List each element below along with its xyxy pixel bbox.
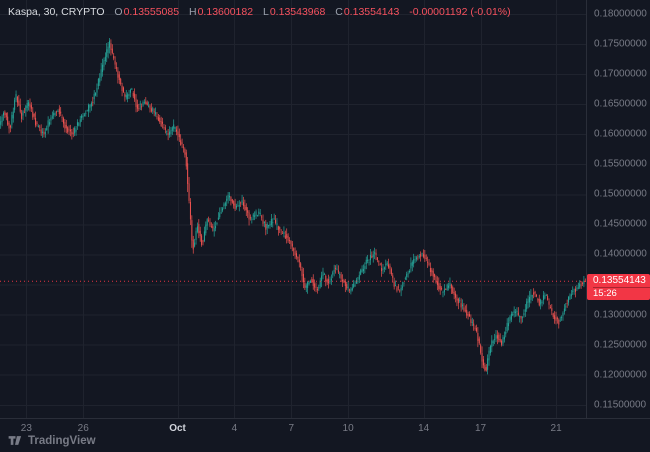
- price-tick-label: 0.15000000: [594, 188, 647, 200]
- time-tick-label: 14: [418, 423, 430, 434]
- price-tick-label: 0.14000000: [594, 248, 647, 260]
- candlestick-chart[interactable]: [0, 0, 586, 418]
- time-tick-label: 21: [550, 423, 562, 434]
- time-tick-label: 26: [77, 423, 89, 434]
- close-value: 0.13554143: [343, 6, 400, 18]
- price-axis[interactable]: 0.13554143 15:26 0.18000000 0.17500000 0.1…: [586, 0, 650, 418]
- change-value: -0.00001192 (-0.01%): [409, 6, 511, 18]
- low-label: L: [263, 6, 269, 18]
- last-price-value: 0.13554143: [593, 275, 646, 287]
- tradingview-logo-text: TradingView: [28, 434, 96, 447]
- low-value: 0.13543968: [269, 6, 326, 18]
- tradingview-logo[interactable]: TradingView: [8, 433, 96, 448]
- high-label: H: [189, 6, 197, 18]
- time-axis[interactable]: 23 26 Oct 4 7 10 14 17 21: [0, 418, 650, 436]
- last-price-tag: 0.13554143 15:26: [587, 274, 650, 301]
- candlestick-series: [0, 37, 586, 375]
- time-tick-label: 17: [474, 423, 487, 434]
- price-tick-label: 0.14500000: [594, 218, 647, 230]
- time-tick-label: Oct: [169, 423, 186, 434]
- open-value: 0.13555085: [123, 6, 180, 18]
- time-tick-label: 10: [342, 423, 354, 434]
- bar-countdown: 15:26: [593, 287, 650, 300]
- symbol-title[interactable]: Kaspa, 30, CRYPTO: [8, 6, 105, 18]
- price-tick-label: 0.12000000: [594, 369, 647, 381]
- price-tick-label: 0.11500000: [594, 399, 647, 411]
- price-tick-label: 0.17000000: [594, 68, 647, 80]
- time-tick-label: 4: [231, 423, 238, 434]
- high-value: 0.13600182: [197, 6, 254, 18]
- time-tick-label: 23: [20, 423, 32, 434]
- tradingview-icon: [8, 436, 22, 445]
- price-tick-label: 0.12500000: [594, 339, 647, 351]
- chart-legend: Kaspa, 30, CRYPTO O0.13555085 H0.1360018…: [8, 6, 511, 18]
- close-label: C: [335, 6, 343, 18]
- price-tick-label: 0.16500000: [594, 98, 647, 110]
- price-tick-label: 0.18000000: [594, 8, 647, 20]
- grid: [0, 0, 586, 418]
- price-tick-label: 0.17500000: [594, 38, 647, 50]
- open-label: O: [114, 6, 123, 18]
- price-tick-label: 0.16000000: [594, 128, 647, 140]
- price-tick-label: 0.15500000: [594, 158, 647, 170]
- price-tick-label: 0.13000000: [594, 309, 647, 321]
- time-tick-label: 7: [288, 423, 295, 434]
